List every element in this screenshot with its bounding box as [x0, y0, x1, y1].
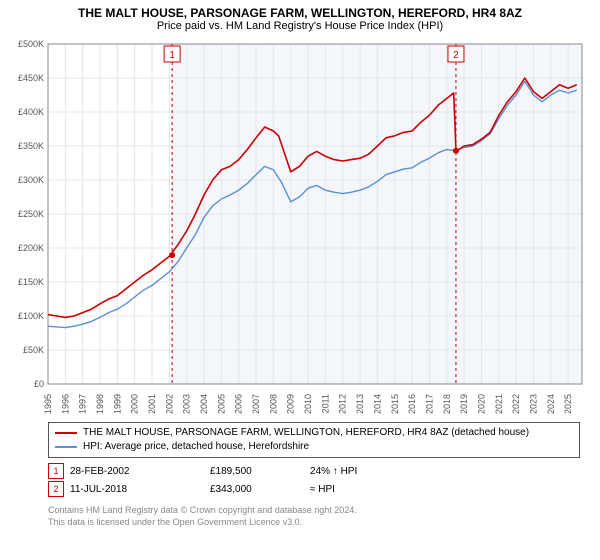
- svg-text:1998: 1998: [95, 394, 105, 414]
- svg-text:£350K: £350K: [18, 141, 44, 151]
- sale-marker-2: 2: [48, 481, 64, 497]
- svg-text:2014: 2014: [372, 394, 382, 414]
- sale-row-1: 1 28-FEB-2002 £189,500 24% ↑ HPI: [48, 462, 580, 480]
- svg-text:2016: 2016: [407, 394, 417, 414]
- svg-text:2023: 2023: [528, 394, 538, 414]
- sale-delta-2: ≈ HPI: [310, 484, 430, 495]
- svg-text:2025: 2025: [563, 394, 573, 414]
- svg-text:2009: 2009: [286, 394, 296, 414]
- svg-text:2005: 2005: [216, 394, 226, 414]
- svg-text:1: 1: [169, 50, 175, 61]
- svg-text:1999: 1999: [112, 394, 122, 414]
- legend-item-property: THE MALT HOUSE, PARSONAGE FARM, WELLINGT…: [55, 426, 573, 440]
- svg-text:1995: 1995: [43, 394, 53, 414]
- svg-text:2022: 2022: [511, 394, 521, 414]
- svg-text:£150K: £150K: [18, 277, 44, 287]
- legend-label-property: THE MALT HOUSE, PARSONAGE FARM, WELLINGT…: [83, 426, 529, 440]
- sale-delta-1: 24% ↑ HPI: [310, 466, 430, 477]
- svg-text:£450K: £450K: [18, 73, 44, 83]
- svg-text:2017: 2017: [424, 394, 434, 414]
- price-chart: £0 £50K £100K £150K £200K £250K £300K £350K £400…: [0, 36, 600, 416]
- svg-text:2000: 2000: [130, 394, 140, 414]
- svg-text:1997: 1997: [78, 394, 88, 414]
- chart-subtitle: Price paid vs. HM Land Registry's House …: [0, 20, 600, 36]
- svg-text:2020: 2020: [476, 394, 486, 414]
- svg-text:2: 2: [453, 50, 459, 61]
- sale-marker-1: 1: [48, 463, 64, 479]
- svg-text:£50K: £50K: [23, 345, 44, 355]
- sale-price-1: £189,500: [210, 466, 310, 477]
- svg-text:2003: 2003: [182, 394, 192, 414]
- svg-text:£200K: £200K: [18, 243, 44, 253]
- svg-text:2006: 2006: [234, 394, 244, 414]
- attribution-footer: Contains HM Land Registry data © Crown c…: [48, 504, 580, 528]
- svg-text:2013: 2013: [355, 394, 365, 414]
- svg-text:2004: 2004: [199, 394, 209, 414]
- legend: THE MALT HOUSE, PARSONAGE FARM, WELLINGT…: [48, 422, 580, 458]
- sale-price-2: £343,000: [210, 484, 310, 495]
- svg-text:£0: £0: [34, 379, 44, 389]
- svg-text:2024: 2024: [546, 394, 556, 414]
- svg-text:£400K: £400K: [18, 107, 44, 117]
- svg-text:2010: 2010: [303, 394, 313, 414]
- svg-text:£100K: £100K: [18, 311, 44, 321]
- svg-text:2001: 2001: [147, 394, 157, 414]
- svg-text:2015: 2015: [390, 394, 400, 414]
- footer-line-2: This data is licensed under the Open Gov…: [48, 516, 580, 528]
- svg-text:2007: 2007: [251, 394, 261, 414]
- svg-text:£250K: £250K: [18, 209, 44, 219]
- legend-item-hpi: HPI: Average price, detached house, Here…: [55, 440, 573, 454]
- svg-text:2021: 2021: [494, 394, 504, 414]
- sale-date-1: 28-FEB-2002: [70, 466, 210, 477]
- legend-swatch-property: [55, 432, 77, 434]
- sale-date-2: 11-JUL-2018: [70, 484, 210, 495]
- sale-annotations: 1 28-FEB-2002 £189,500 24% ↑ HPI 2 11-JU…: [48, 462, 580, 498]
- svg-text:2012: 2012: [338, 394, 348, 414]
- svg-text:£500K: £500K: [18, 39, 44, 49]
- chart-container: THE MALT HOUSE, PARSONAGE FARM, WELLINGT…: [0, 0, 600, 528]
- svg-text:2019: 2019: [459, 394, 469, 414]
- chart-title: THE MALT HOUSE, PARSONAGE FARM, WELLINGT…: [0, 0, 600, 20]
- svg-text:2008: 2008: [268, 394, 278, 414]
- svg-text:2011: 2011: [320, 394, 330, 413]
- legend-swatch-hpi: [55, 446, 77, 448]
- legend-label-hpi: HPI: Average price, detached house, Here…: [83, 440, 309, 454]
- svg-text:£300K: £300K: [18, 175, 44, 185]
- svg-text:2018: 2018: [442, 394, 452, 414]
- sale-row-2: 2 11-JUL-2018 £343,000 ≈ HPI: [48, 480, 580, 498]
- svg-text:1996: 1996: [60, 394, 70, 414]
- footer-line-1: Contains HM Land Registry data © Crown c…: [48, 504, 580, 516]
- svg-text:2002: 2002: [164, 394, 174, 414]
